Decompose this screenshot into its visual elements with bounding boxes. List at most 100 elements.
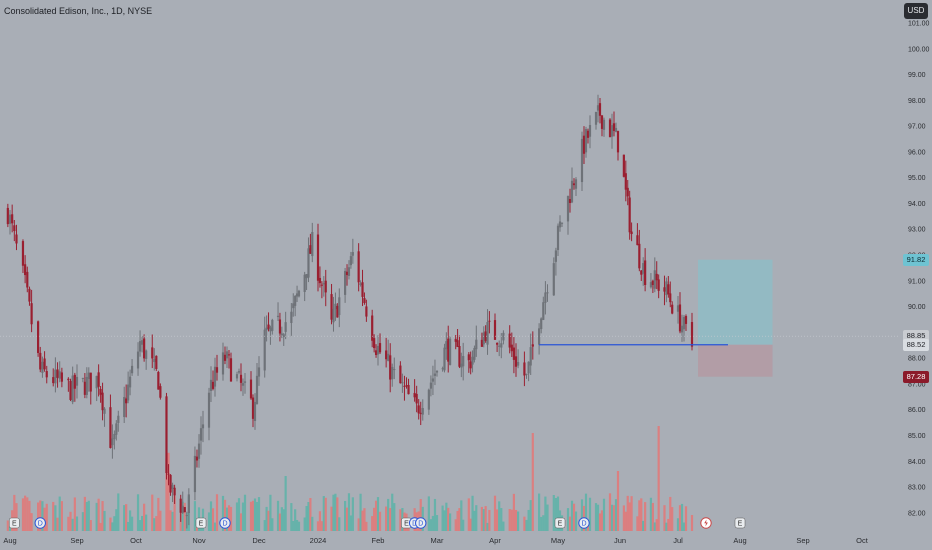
candle-body [456,340,459,347]
volume-bar [292,521,295,531]
candle-body [678,304,682,332]
candle-body [269,327,272,332]
volume-bar [127,521,130,531]
volume-bar [651,502,654,531]
volume-bar [67,516,70,531]
candle-body [371,315,374,341]
candle-body [514,356,518,367]
candle-body [508,333,511,348]
candle-body [651,280,654,286]
candle-body [237,371,241,373]
candle-body [305,274,308,279]
x-tick-label: Nov [192,536,206,545]
candle-body [195,456,199,461]
volume-bar [45,503,48,531]
candle-body [680,325,684,333]
x-tick-label: Aug [3,536,16,545]
x-tick-label: Aug [733,536,746,545]
volume-bar [271,518,274,531]
candle-body [403,385,406,387]
candle-body [480,339,483,347]
candle-body [197,443,201,459]
candle-body [391,366,394,380]
candle-body [568,199,572,203]
candle-body [338,297,341,316]
volume-bar [363,508,366,531]
volume-bar [237,498,241,531]
volume-bar [136,494,140,531]
candle-body [24,264,27,276]
candle-body [87,372,90,380]
volume-bar [280,507,283,531]
candle-body [97,372,100,387]
candle-body [153,358,156,363]
volume-bar [445,502,448,531]
candle-body [531,344,534,347]
volume-bar [486,522,489,531]
volume-bar [514,509,518,531]
candle-body [6,207,9,225]
candle-body [556,225,560,251]
volume-bar [138,520,142,531]
volume-bar [60,501,63,531]
candle-body [361,282,364,297]
volume-bar [517,511,520,531]
candle-body [295,293,299,297]
candle-body [95,375,98,389]
volume-bar [640,498,643,531]
volume-bar [552,495,555,531]
candle-body [399,365,402,384]
candle-body [363,298,366,303]
volume-bar [389,508,392,531]
volume-bar [572,503,576,531]
volume-bar [290,503,293,531]
volume-bar [570,500,574,531]
candle-body [179,498,182,513]
volume-bar [378,511,382,531]
candle-body [373,338,376,349]
volume-bar [566,508,570,531]
volume-bar [73,497,76,531]
candle-body [267,324,270,329]
candle-body [389,355,392,380]
candle-body [169,474,172,493]
candle-body [572,183,576,186]
candle-body [582,135,586,154]
y-tick-label: 84.00 [908,459,926,466]
x-tick-label: Dec [252,536,266,545]
candle-body [332,308,335,323]
y-tick-label: 97.00 [908,124,926,131]
x-tick-label: Jul [673,536,683,545]
volume-bar [682,522,686,531]
volume-bar [527,509,530,531]
candle-body [493,320,497,340]
volume-bar [502,521,505,531]
volume-bar [480,506,483,531]
volume-bar [393,503,396,531]
candle-body [151,347,154,359]
volume-bar [628,502,631,531]
currency-button[interactable]: USD [904,3,928,19]
volume-bar [157,497,160,531]
candle-body [171,484,174,489]
volume-bar [365,521,368,531]
volume-bar [89,520,92,531]
volume-bar [318,511,322,531]
x-tick-label: Oct [130,536,143,545]
volume-bar [15,503,18,531]
volume-bar [56,517,59,531]
candle-body [628,197,631,233]
candle-body [580,138,584,183]
candle-body [15,234,18,244]
candle-body [387,353,390,361]
volume-bar [433,498,437,531]
candle-body [365,306,368,317]
candle-body [475,339,478,350]
volume-bar [458,508,461,531]
candle-body [584,129,588,153]
volume-bar [460,500,463,531]
volume-bar [109,517,112,531]
volume-bar [359,493,362,531]
